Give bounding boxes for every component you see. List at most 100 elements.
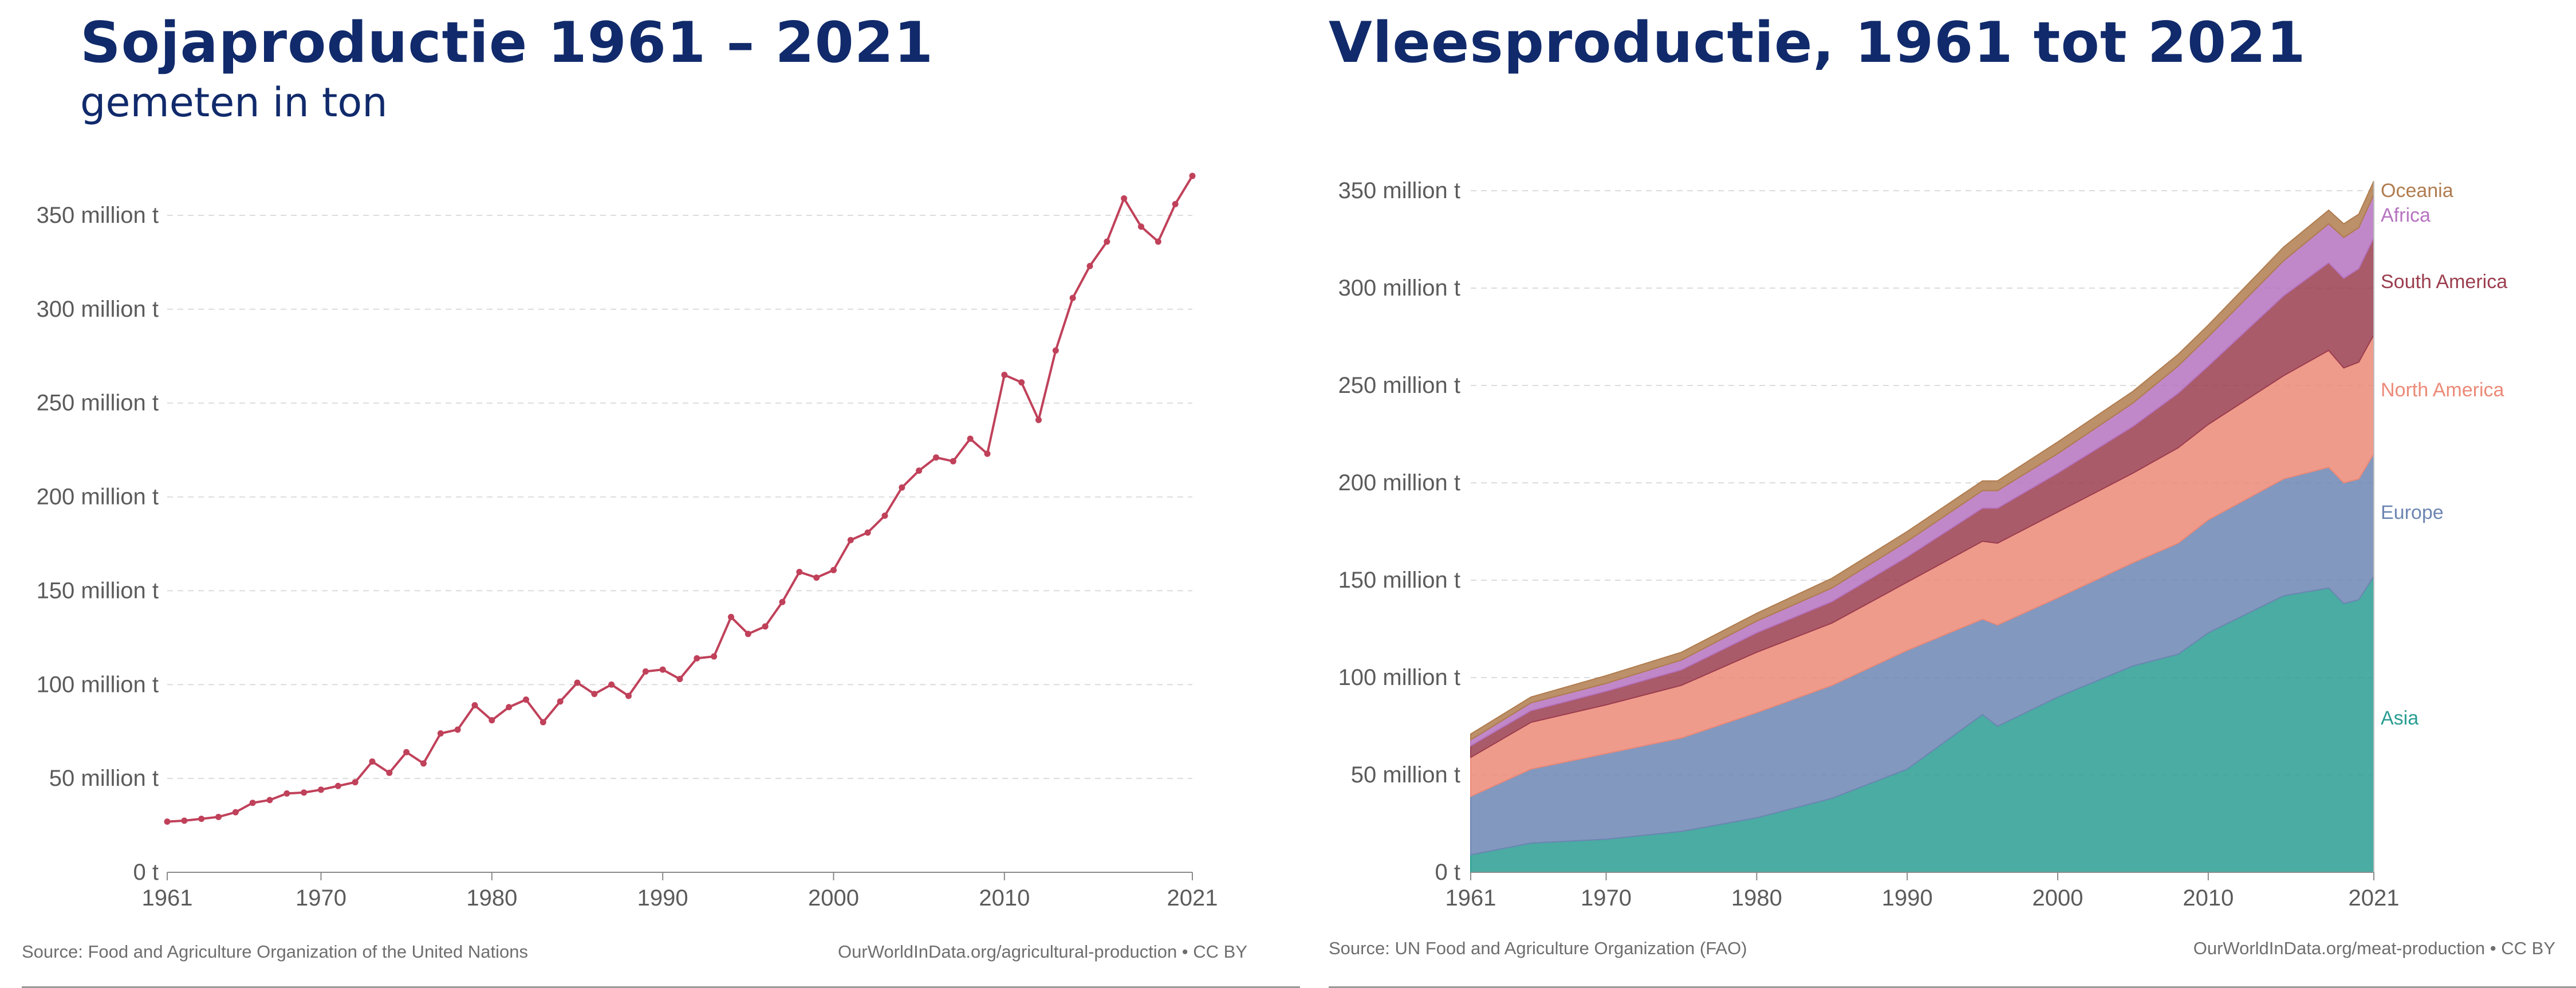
data-point [642,668,649,675]
data-point [420,760,427,767]
meat-area-chart: 0 t 50 million t 100 million t 150 million … [1338,178,2508,911]
y-tick-label: 200 million t [1338,470,1460,495]
y-tick-label: 0 t [133,860,159,885]
data-point [266,797,273,804]
meat-production-panel: Vleesproductie, 1961 tot 2021 0 t 50 mill… [1323,0,2576,988]
data-point [334,782,341,789]
data-point [369,758,376,765]
data-point [1086,262,1093,269]
y-tick-label: 250 million t [1338,373,1460,398]
data-point [283,790,290,797]
data-point [813,574,820,581]
x-tick-label: 2000 [2033,885,2083,911]
y-tick-label: 300 million t [1338,275,1460,301]
data-point [506,704,513,711]
data-point [523,696,529,703]
data-point [625,692,632,699]
y-tick-label: 150 million t [37,578,159,603]
x-tick-label: 2010 [2183,885,2234,911]
data-point [881,512,888,519]
y-tick-label: 100 million t [1338,665,1460,690]
data-point [916,467,923,474]
data-point [796,569,803,576]
data-point [1121,195,1128,202]
series-label-oceania: Oceania [2381,180,2453,202]
data-point [489,717,495,724]
series-label-africa: Africa [2381,204,2431,226]
soybean-series-line [167,175,1194,823]
data-point [899,484,905,491]
data-point [779,599,786,605]
y-tick-label: 100 million t [37,672,159,697]
data-point [301,789,308,796]
x-tick-label: 1990 [637,885,688,911]
data-point [933,454,939,461]
data-point [694,655,700,662]
data-point [232,809,239,816]
data-point [181,817,188,824]
data-point [1138,223,1144,230]
y-tick-label: 250 million t [37,391,159,416]
data-point [386,769,393,776]
data-point [847,537,854,544]
data-point [745,631,751,637]
y-tick-label: 50 million t [49,766,159,791]
data-point [215,813,222,820]
series-label-asia: Asia [2381,707,2419,729]
x-tick-label: 1980 [1731,885,1782,911]
data-point [1069,294,1076,301]
data-point [1035,416,1042,423]
data-point [591,691,598,698]
data-point [950,458,956,465]
data-point [1104,238,1110,245]
data-point [1189,172,1196,179]
series-label-europe: Europe [2381,502,2444,523]
credit-link[interactable]: OurWorldInData.org/meat-production • CC … [2193,938,2555,958]
series-label-north-america: North America [2381,379,2504,401]
y-tick-label: 350 million t [1338,178,1460,203]
y-tick-label: 350 million t [37,203,159,228]
data-point [1001,372,1008,379]
source-note: Source: Food and Agriculture Organizatio… [22,942,529,962]
source-note: Source: UN Food and Agriculture Organiza… [1329,938,1747,958]
x-tick-label: 1961 [1445,885,1496,911]
x-tick-label: 1961 [142,885,193,911]
data-point [198,816,205,822]
data-point [984,450,991,457]
y-tick-label: 150 million t [1338,568,1460,593]
data-point [454,726,461,733]
x-tick-label: 2021 [2349,885,2400,911]
series-label-south-america: South America [2381,271,2507,293]
data-point [1172,200,1179,207]
credit-link[interactable]: OurWorldInData.org/agricultural-producti… [838,942,1247,962]
data-point [728,613,734,620]
data-point [1155,238,1161,245]
data-point [659,666,666,673]
chart-subtitle: gemeten in ton [80,79,388,126]
x-tick-label: 2000 [808,885,859,911]
y-tick-label: 200 million t [37,485,159,510]
data-point [437,730,444,737]
data-point [574,679,581,686]
chart-title: Sojaproductie 1961 – 2021 [80,10,934,76]
x-tick-label: 1990 [1882,885,1933,911]
data-point [830,566,837,573]
y-tick-label: 300 million t [37,297,159,322]
chart-title: Vleesproductie, 1961 tot 2021 [1329,10,2306,76]
data-point [676,675,683,682]
data-point [864,529,871,536]
data-point [318,786,324,793]
data-point [762,623,769,630]
data-point [403,749,410,755]
data-point [608,681,615,688]
x-tick-label: 1970 [296,885,346,911]
data-point [164,818,171,825]
y-tick-label: 0 t [1435,860,1460,885]
y-tick-label: 50 million t [1351,762,1460,788]
x-tick-label: 1970 [1581,885,1632,911]
x-tick-label: 2021 [1167,885,1218,911]
data-point [249,800,256,806]
soy-line-chart: 0 t 50 million t 100 million t 150 million … [37,172,1218,911]
x-tick-label: 2010 [979,885,1030,911]
data-point [711,653,718,660]
